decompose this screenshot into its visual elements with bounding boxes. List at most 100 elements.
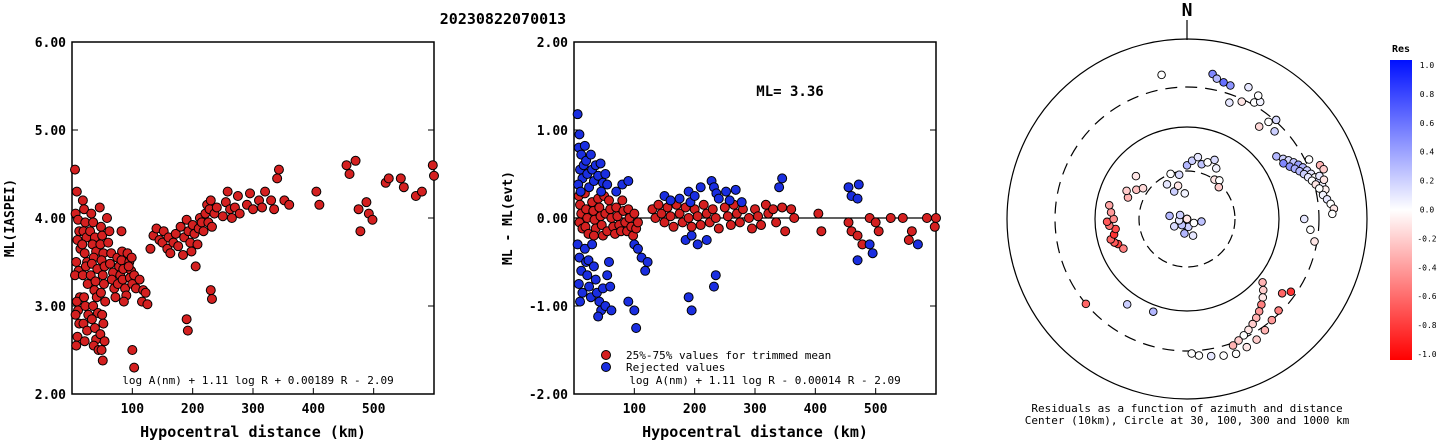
azimuth-point: [1328, 209, 1337, 219]
azimuth-point: [1131, 171, 1141, 181]
data-point: [314, 199, 325, 210]
circle-300km: [1054, 86, 1320, 352]
azimuth-point: [1237, 97, 1246, 106]
data-point: [692, 211, 703, 222]
azimuth-point: [1252, 335, 1261, 344]
x-tick-label: 100: [623, 402, 647, 417]
x-axis-label-1: Hypocentral distance (km): [140, 423, 366, 441]
data-point: [780, 226, 791, 237]
data-point: [629, 305, 640, 316]
data-point: [361, 197, 372, 208]
data-point: [736, 197, 747, 208]
data-point: [689, 191, 700, 201]
data-point: [843, 182, 854, 193]
colorbar-tick-label: -0.6: [1417, 292, 1436, 301]
data-point: [701, 235, 712, 245]
azimuth-point: [1225, 98, 1234, 107]
data-point: [573, 279, 584, 289]
y-tick-label: -2.00: [529, 388, 568, 403]
data-point: [656, 208, 667, 219]
data-point: [725, 220, 736, 231]
data-point: [668, 221, 679, 232]
data-point: [178, 249, 189, 260]
azimuth-point: [1122, 300, 1132, 309]
azimuth-point: [1228, 341, 1238, 350]
data-point: [190, 261, 201, 272]
circle-100km: [1094, 126, 1280, 312]
data-point: [870, 217, 881, 228]
azimuth-point: [1189, 218, 1199, 228]
x-tick-label: 200: [683, 402, 707, 417]
azimuth-point: [1267, 315, 1277, 325]
x-axis-ticks-2: 100 200 300 400 500: [623, 388, 888, 417]
data-point: [897, 213, 908, 223]
data-point: [429, 170, 439, 181]
data-point: [173, 241, 184, 252]
data-point: [695, 220, 706, 231]
data-point: [722, 211, 733, 222]
legend-swatch-rejected: [601, 362, 611, 372]
data-point: [94, 202, 105, 213]
data-point: [864, 239, 875, 250]
colorbar-tick-label: 0.6: [1420, 119, 1435, 128]
data-point: [579, 140, 590, 151]
data-point: [756, 220, 767, 231]
data-point: [674, 208, 685, 219]
data-point: [350, 155, 361, 166]
data-point: [273, 164, 284, 175]
azimuth-point: [1242, 342, 1252, 352]
data-point: [79, 336, 90, 347]
data-point: [398, 182, 409, 193]
data-point: [771, 217, 782, 228]
data-point: [588, 261, 599, 272]
data-point: [205, 285, 216, 296]
data-point: [867, 248, 878, 259]
data-points-2: [572, 109, 941, 333]
data-point: [585, 149, 596, 160]
data-point: [713, 223, 724, 234]
data-point: [596, 186, 607, 197]
data-point: [90, 276, 101, 287]
x-tick-label: 500: [362, 402, 386, 417]
data-point: [605, 281, 616, 292]
x-tick-label: 300: [743, 402, 767, 417]
azimuth-point: [1106, 208, 1116, 217]
data-point: [852, 193, 863, 204]
data-point: [719, 202, 730, 213]
azimuth-point: [1226, 81, 1235, 90]
data-point: [86, 314, 97, 325]
colorbar-ticks: 1.0 0.8 0.6 0.4 0.2 0.0 -0.2 -0.4 -0.6 -0.8 -1.0: [1417, 61, 1436, 359]
data-point: [140, 287, 151, 298]
data-point: [686, 221, 697, 232]
data-point: [97, 309, 108, 320]
data-point: [97, 355, 108, 366]
colorbar-tick-label: 0.4: [1420, 148, 1435, 157]
azimuth-point: [1203, 158, 1212, 167]
data-point: [79, 204, 90, 215]
data-point: [623, 296, 634, 307]
data-point: [116, 226, 127, 237]
data-point: [606, 305, 617, 316]
azimuth-point: [1304, 155, 1314, 164]
data-point: [186, 246, 197, 257]
data-point: [768, 204, 779, 215]
data-point: [226, 213, 237, 223]
y-axis-ticks-1: 2.00 3.00 4.00 5.00 6.00: [35, 36, 434, 403]
data-point: [777, 202, 788, 213]
colorbar-title: Res: [1392, 44, 1410, 55]
x-axis-label-2: Hypocentral distance (km): [642, 423, 868, 441]
data-point: [603, 257, 614, 267]
data-point: [695, 182, 706, 193]
data-point: [584, 281, 595, 292]
panel-residual-vs-distance: -2.00 -1.00 0.00 1.00 2.00 100 200 300 400 500 M…: [501, 36, 941, 441]
data-point: [885, 213, 896, 223]
data-point: [774, 182, 785, 193]
data-point: [175, 221, 186, 232]
azimuth-point: [1081, 299, 1091, 309]
colorbar-tick-label: -0.4: [1417, 263, 1436, 272]
y-tick-label: 2.00: [35, 388, 66, 403]
y-tick-label: 4.00: [35, 212, 66, 227]
data-point: [674, 193, 685, 204]
x-tick-label: 300: [241, 402, 265, 417]
